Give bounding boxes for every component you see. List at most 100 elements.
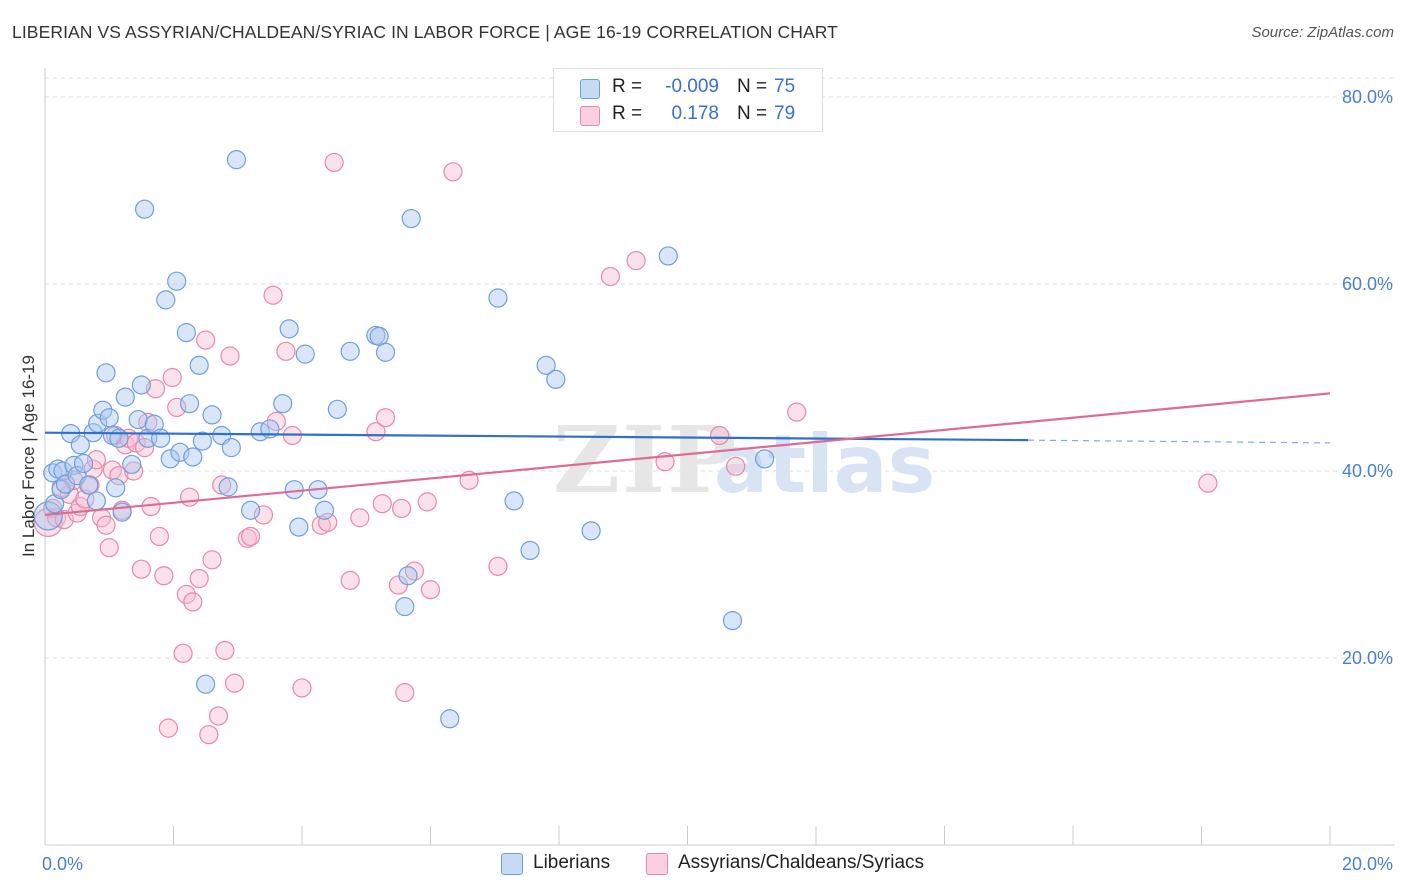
data-point-assyrians: [626, 251, 646, 271]
data-point-liberians: [218, 477, 238, 497]
data-point-assyrians: [109, 466, 129, 486]
data-point-assyrians: [202, 550, 222, 570]
trend-line-assyrians: [44, 392, 1331, 517]
data-point-assyrians: [375, 408, 396, 428]
legend-n-value: 75: [774, 76, 796, 97]
data-point-assyrians: [391, 498, 412, 518]
data-point-assyrians: [417, 492, 437, 512]
data-point-liberians: [395, 596, 415, 617]
data-point-liberians: [64, 455, 84, 475]
data-point-liberians: [99, 408, 119, 428]
data-point-liberians: [109, 428, 129, 448]
data-point-assyrians: [340, 570, 360, 590]
y-tick-label: 20.0%: [1342, 648, 1393, 668]
data-point-liberians: [86, 491, 107, 511]
series-assyrians-points: [33, 152, 1218, 745]
data-point-liberians: [202, 405, 222, 425]
data-point-assyrians: [215, 640, 235, 661]
data-point-liberians: [546, 369, 566, 389]
data-point-assyrians: [189, 568, 209, 589]
data-point-assyrians: [176, 584, 196, 605]
data-point-liberians: [327, 399, 347, 419]
y-axis-label: In Labor Force | Age 16-19: [19, 355, 38, 557]
data-point-assyrians: [241, 526, 261, 547]
data-point-assyrians: [224, 673, 245, 693]
data-point-liberians: [295, 344, 315, 364]
data-point-assyrians: [86, 450, 107, 470]
watermark-atlas: atlas: [714, 418, 935, 511]
data-point-liberians: [440, 709, 460, 729]
data-point-liberians: [73, 453, 94, 474]
data-point-assyrians: [266, 411, 286, 432]
data-point-assyrians: [154, 566, 174, 586]
axes: [44, 68, 1395, 846]
source-label: Source: ZipAtlas.com: [1251, 24, 1394, 41]
data-point-assyrians: [395, 682, 415, 703]
data-point-assyrians: [318, 512, 338, 533]
data-point-liberians: [488, 288, 508, 308]
data-point-liberians: [340, 341, 360, 361]
data-point-assyrians: [787, 402, 807, 422]
data-point-assyrians: [99, 538, 119, 558]
data-point-liberians: [401, 208, 421, 229]
data-point-liberians: [375, 342, 396, 362]
data-point-liberians: [722, 610, 743, 631]
data-point-assyrians: [488, 556, 508, 576]
data-point-liberians: [581, 521, 601, 541]
data-point-assyrians: [350, 508, 370, 528]
data-point-assyrians: [96, 515, 116, 535]
legend-r-label: R =: [612, 103, 643, 124]
data-point-liberians: [151, 428, 171, 448]
y-tick-label: 80.0%: [1342, 87, 1393, 107]
legend-r-value: 0.178: [671, 103, 719, 124]
data-point-liberians: [658, 246, 678, 266]
data-point-assyrians: [124, 461, 144, 481]
data-point-liberians: [314, 500, 335, 520]
data-point-assyrians: [220, 346, 240, 366]
legend-swatch-blue: [501, 853, 523, 875]
data-point-liberians: [536, 355, 556, 375]
data-point-assyrians: [199, 725, 219, 745]
legend-label: Liberians: [533, 852, 611, 873]
data-point-assyrians: [420, 580, 441, 600]
legend-n-label: N =: [737, 76, 768, 97]
trend-lines: [44, 392, 1331, 517]
data-point-liberians: [192, 431, 213, 451]
data-point-assyrians: [183, 592, 203, 612]
data-point-liberians: [156, 290, 176, 310]
data-point-liberians: [221, 438, 241, 458]
legend-swatch-pink: [646, 853, 668, 875]
data-point-liberians: [93, 400, 113, 420]
data-point-assyrians: [173, 643, 193, 663]
legend-row-assyrians: R = 0.178 N = 79: [554, 101, 822, 129]
trend-line-liberians-extension: [1028, 439, 1331, 444]
data-point-liberians: [279, 319, 299, 339]
data-point-liberians: [131, 375, 151, 395]
data-point-liberians: [106, 478, 126, 498]
y-tick-label: 40.0%: [1342, 461, 1393, 481]
data-point-liberians: [79, 475, 99, 495]
legend-row-liberians: R = -0.009 N = 75: [554, 74, 822, 102]
x-tick-label: 20.0%: [1342, 854, 1393, 874]
data-point-liberians: [398, 566, 418, 586]
correlation-legend: R = -0.009 N = 75 R = 0.178 N = 79: [553, 68, 823, 132]
data-point-assyrians: [162, 367, 182, 388]
x-tick-label: 0.0%: [42, 854, 83, 874]
data-point-assyrians: [253, 505, 274, 525]
data-point-liberians: [520, 540, 540, 561]
data-point-assyrians: [145, 379, 166, 399]
data-point-assyrians: [276, 341, 296, 361]
data-point-liberians: [189, 355, 209, 375]
data-point-assyrians: [600, 266, 621, 287]
legend-n-value: 79: [774, 103, 796, 124]
data-point-liberians: [273, 394, 293, 414]
data-point-liberians: [176, 323, 196, 343]
data-point-liberians: [241, 500, 261, 520]
data-point-liberians: [289, 517, 309, 537]
data-point-assyrians: [131, 559, 151, 579]
data-point-assyrians: [167, 397, 187, 418]
data-point-liberians: [96, 363, 116, 383]
data-point-liberians: [167, 271, 187, 291]
data-point-liberians: [115, 387, 135, 407]
